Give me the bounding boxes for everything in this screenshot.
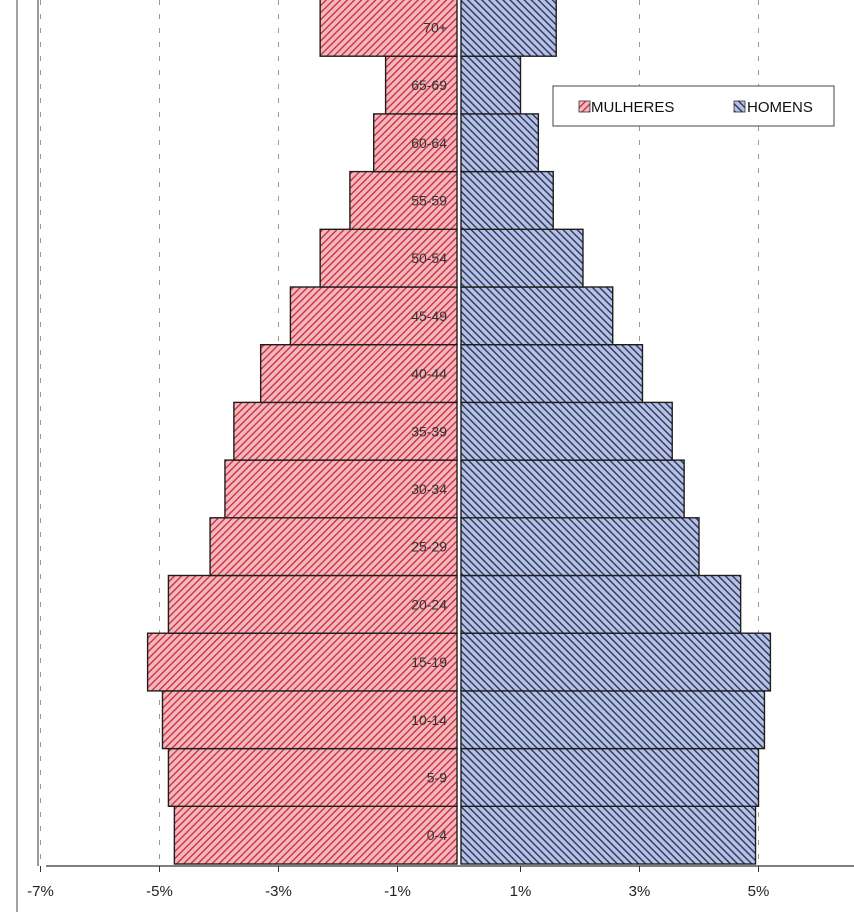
bar-mulheres-15-19	[146, 632, 458, 692]
bar-homens-65-69	[460, 55, 522, 115]
bar-mulheres-70+	[319, 0, 458, 57]
age-label-70+: 70+	[423, 19, 447, 35]
bar-mulheres-10-14	[161, 690, 458, 750]
bars-group	[146, 0, 772, 865]
legend-label-homens: HOMENS	[747, 99, 813, 116]
bar-mulheres-45-49	[289, 286, 458, 346]
x-tick-label-5: 3%	[629, 883, 651, 900]
legend-swatch-homens	[733, 100, 746, 113]
bar-mulheres-30-34	[224, 459, 458, 519]
x-tick-label-6: 5%	[748, 883, 770, 900]
bar-homens-20-24	[460, 574, 742, 634]
bar-homens-10-14	[460, 690, 766, 750]
x-tick-label-1: -5%	[146, 883, 173, 900]
age-label-35-39: 35-39	[411, 423, 447, 439]
age-label-0-4: 0-4	[427, 827, 447, 843]
x-tick-label-2: -3%	[265, 883, 292, 900]
age-label-5-9: 5-9	[427, 769, 447, 785]
age-label-45-49: 45-49	[411, 308, 447, 324]
age-label-25-29: 25-29	[411, 539, 447, 555]
age-label-10-14: 10-14	[411, 712, 447, 728]
legend-swatch-mulheres	[578, 100, 591, 113]
bar-homens-60-64	[460, 113, 540, 173]
age-label-15-19: 15-19	[411, 654, 447, 670]
age-label-50-54: 50-54	[411, 250, 447, 266]
age-label-65-69: 65-69	[411, 77, 447, 93]
age-labels-group: 0-4 5-9 10-14 15-19 20-24 25-29 30-34 35-39 40-4…	[411, 19, 447, 843]
x-tick-label-4: 1%	[510, 883, 532, 900]
bar-homens-55-59	[460, 170, 554, 231]
age-label-40-44: 40-44	[411, 366, 447, 382]
age-label-20-24: 20-24	[411, 596, 447, 612]
age-label-30-34: 30-34	[411, 481, 447, 497]
bar-mulheres-35-39	[233, 401, 458, 461]
bar-homens-0-4	[460, 805, 757, 865]
bar-homens-5-9	[460, 747, 760, 807]
legend-label-mulheres: MULHERES	[591, 99, 674, 116]
bar-mulheres-65-69	[384, 55, 458, 115]
bar-mulheres-25-29	[209, 517, 458, 577]
legend-box	[552, 85, 835, 127]
x-tick-label-0: -7%	[27, 883, 54, 900]
bar-homens-35-39	[460, 401, 673, 461]
bar-homens-25-29	[460, 517, 700, 577]
bar-mulheres-55-59	[349, 170, 458, 231]
bar-mulheres-50-54	[319, 228, 458, 288]
age-label-55-59: 55-59	[411, 192, 447, 208]
x-tick-label-3: -1%	[384, 883, 411, 900]
bar-homens-50-54	[460, 228, 584, 288]
bar-mulheres-40-44	[259, 344, 458, 404]
legend: MULHERES HOMENS	[552, 85, 835, 127]
bar-mulheres-0-4	[173, 805, 458, 865]
bar-homens-40-44	[460, 344, 644, 404]
bar-homens-45-49	[460, 286, 614, 346]
age-label-60-64: 60-64	[411, 135, 447, 151]
bar-homens-30-34	[460, 459, 685, 519]
bar-mulheres-5-9	[167, 747, 458, 807]
x-axis-ticks: -7% -5% -3% -1% 1% 3% 5%	[27, 866, 769, 900]
bar-homens-15-19	[460, 632, 772, 692]
bar-homens-70+	[460, 0, 557, 57]
bar-mulheres-60-64	[373, 113, 458, 173]
